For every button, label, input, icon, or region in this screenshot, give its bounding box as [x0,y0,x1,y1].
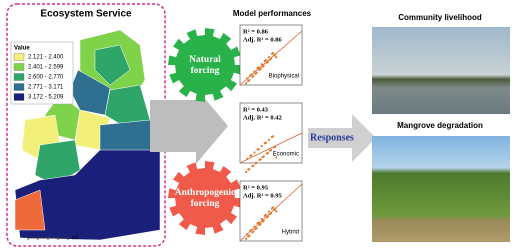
scatter-dot [256,67,258,69]
scatter-dot [251,76,253,78]
legend-label: 2.600 - 2.770 [28,75,64,81]
legend-label: 2.121 - 2.400 [28,55,64,61]
gear-label: forcing [191,199,220,209]
scatter-dot [269,150,271,152]
legend-label: 2.771 - 3.171 [28,85,64,91]
model-name: Hybrid [282,230,299,236]
scatter-dot [273,146,275,148]
scatter-dot [268,139,270,141]
legend-label: 3.172 - 5.209 [28,95,64,101]
responses-label: Responses [310,132,354,143]
gear-label: Natural [189,55,221,65]
model-name: Economic [273,152,299,158]
scatter-dot [246,158,248,160]
legend-swatch [14,74,24,81]
model-name: Biophysical [269,74,299,80]
scatter-dot [246,233,248,235]
legend-swatch [14,54,24,61]
scale-unit: km [72,235,79,241]
scatter-dot [266,152,268,154]
graphical-abstract: Ecosystem Service Value 2.121 - 2.400 2.4… [0,0,513,249]
scatter-dot [245,82,247,84]
photo-title: Mangrove degradation [397,121,483,130]
scatter-dot [269,58,271,60]
scatter-dot [264,215,266,217]
scatter-dot [249,230,251,232]
scatter-dot [261,63,263,65]
scatter-dot [275,210,277,212]
scatter-dot [273,54,275,56]
scatter-dot [264,60,266,62]
scatter-dot [259,224,261,226]
scatter-dot [251,165,253,167]
scatter-dot [247,168,249,170]
scatter-dot [247,80,249,82]
scatter-dot [245,238,247,240]
scatter-dot [246,77,248,79]
scatter-dot [262,220,264,222]
scatter-dot [261,218,263,220]
scatter-dot [262,156,264,158]
legend-swatch [14,84,24,91]
scatter-dot [269,213,271,215]
scatter-dot [253,226,255,228]
stat-label: Adj. R² = 0.86 [243,36,282,43]
scatter-dot [253,70,255,72]
scatter-dot [261,145,263,147]
scatter-dot [256,148,258,150]
legend-swatch [14,94,24,101]
map-title: Ecosystem Service [40,9,132,20]
stat-label: R² = 0.95 [243,184,269,191]
scatter-dot [259,159,261,161]
scatter-dot [249,74,251,76]
scatter-dot [271,207,273,209]
scatter-dot [256,222,258,224]
stat-label: Adj. R² = 0.42 [243,114,282,121]
legend-title: Value [14,46,30,52]
legend-swatch [14,64,24,71]
gear-label: Anthropogenic [175,188,236,198]
scatter-dot [254,228,256,230]
scatter-dot [245,171,247,173]
scatter-dot [266,216,268,218]
photo [372,27,510,114]
scatter-dot [273,209,275,211]
stat-label: R² = 0.86 [243,28,269,35]
scatter-dot [271,136,273,138]
scatter-dot [247,235,249,237]
scatter-dot [268,56,270,58]
scatter-dot [251,231,253,233]
scatter-dot [271,53,273,55]
photo-title: Community livelihood [398,13,482,22]
gear-label: forcing [191,66,220,76]
scatter-dot [254,162,256,164]
scatter-dot [275,56,277,58]
models-title: Model performances [233,9,312,18]
scatter-dot [266,62,268,64]
scatter-dot [262,66,264,68]
scatter-dot [253,151,255,153]
legend-label: 2.401 - 2.599 [28,65,64,71]
photo [372,136,510,242]
stat-label: Adj. R² = 0.95 [243,192,282,199]
scatter-dot [268,211,270,213]
scatter-dot [259,69,261,71]
scatter-dot [254,73,256,75]
scatter-dot [264,142,266,144]
stat-label: R² = 0.43 [243,106,269,113]
scatter-dot [249,155,251,157]
